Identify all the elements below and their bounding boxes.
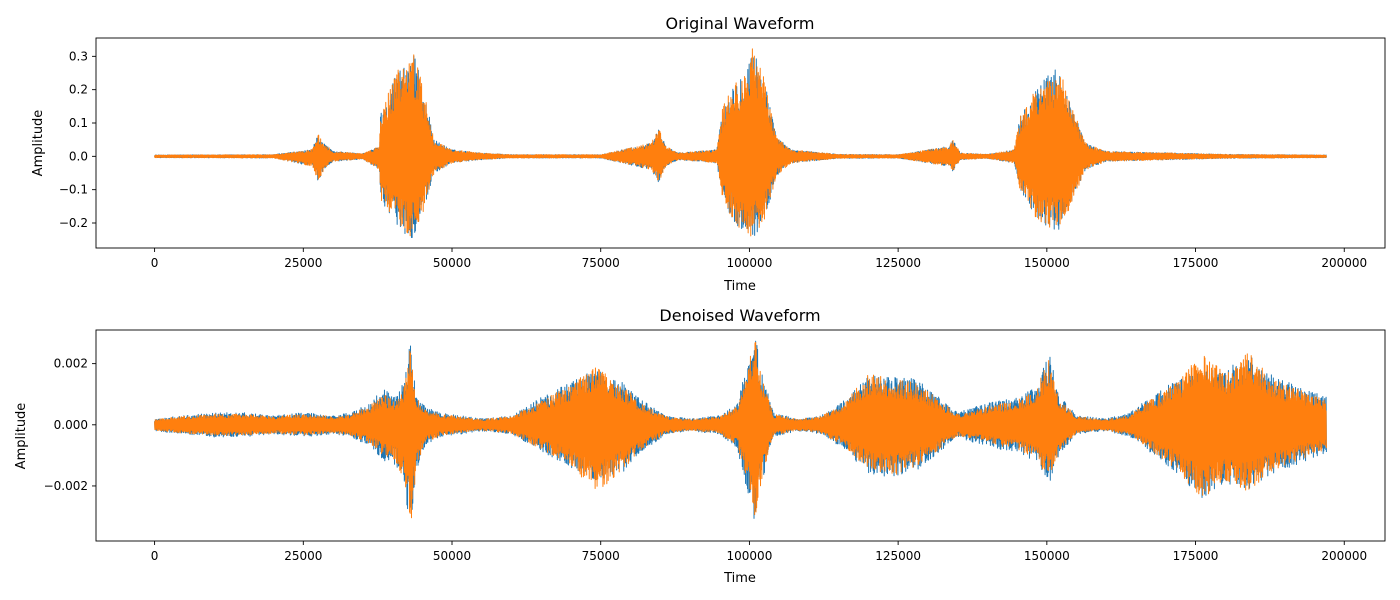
plot-title: Original Waveform — [666, 14, 815, 33]
denoised-waveform-plot: Denoised Waveform Time Amplitude 0 25000 5… — [14, 306, 1386, 586]
x-tick-label: 0 — [151, 549, 159, 563]
y-tick-label: 0.002 — [54, 357, 88, 371]
y-tick-label: −0.2 — [59, 216, 88, 230]
series-line-1 — [154, 48, 1327, 237]
x-tick-label: 100000 — [727, 549, 773, 563]
series-line-1 — [154, 341, 1327, 519]
y-tick-label: 0.000 — [54, 418, 88, 432]
x-tick-label: 200000 — [1321, 549, 1367, 563]
x-tick-label: 50000 — [433, 549, 471, 563]
x-tick-label: 175000 — [1173, 256, 1219, 270]
y-axis-label: Amplitude — [31, 110, 46, 177]
x-tick-label: 75000 — [582, 256, 620, 270]
x-tick-label: 150000 — [1024, 549, 1070, 563]
axes-frame — [95, 37, 1386, 249]
x-tick-label: 25000 — [284, 256, 322, 270]
x-tick-label: 75000 — [582, 549, 620, 563]
x-tick-label: 175000 — [1173, 549, 1219, 563]
y-tick-label: 0.1 — [69, 116, 88, 130]
x-tick-label: 200000 — [1321, 256, 1367, 270]
x-axis-label: Time — [723, 571, 756, 586]
x-tick-label: 0 — [151, 256, 159, 270]
y-tick-label: 0.2 — [69, 83, 88, 97]
x-tick-label: 125000 — [875, 256, 921, 270]
plot-title: Denoised Waveform — [659, 306, 820, 325]
x-tick-label: 100000 — [727, 256, 773, 270]
x-tick-label: 150000 — [1024, 256, 1070, 270]
axes-frame — [95, 329, 1386, 542]
y-tick-label: −0.002 — [44, 479, 88, 493]
x-tick-label: 25000 — [284, 549, 322, 563]
y-tick-label: 0.0 — [69, 149, 88, 163]
y-tick-label: −0.1 — [59, 183, 88, 197]
x-tick-label: 50000 — [433, 256, 471, 270]
y-tick-label: 0.3 — [69, 49, 88, 63]
original-waveform-plot: Original Waveform Time Amplitude 0 25000 5… — [31, 14, 1386, 294]
x-tick-label: 125000 — [875, 549, 921, 563]
y-axis-label: Amplitude — [14, 403, 29, 470]
x-axis-label: Time — [723, 279, 756, 294]
